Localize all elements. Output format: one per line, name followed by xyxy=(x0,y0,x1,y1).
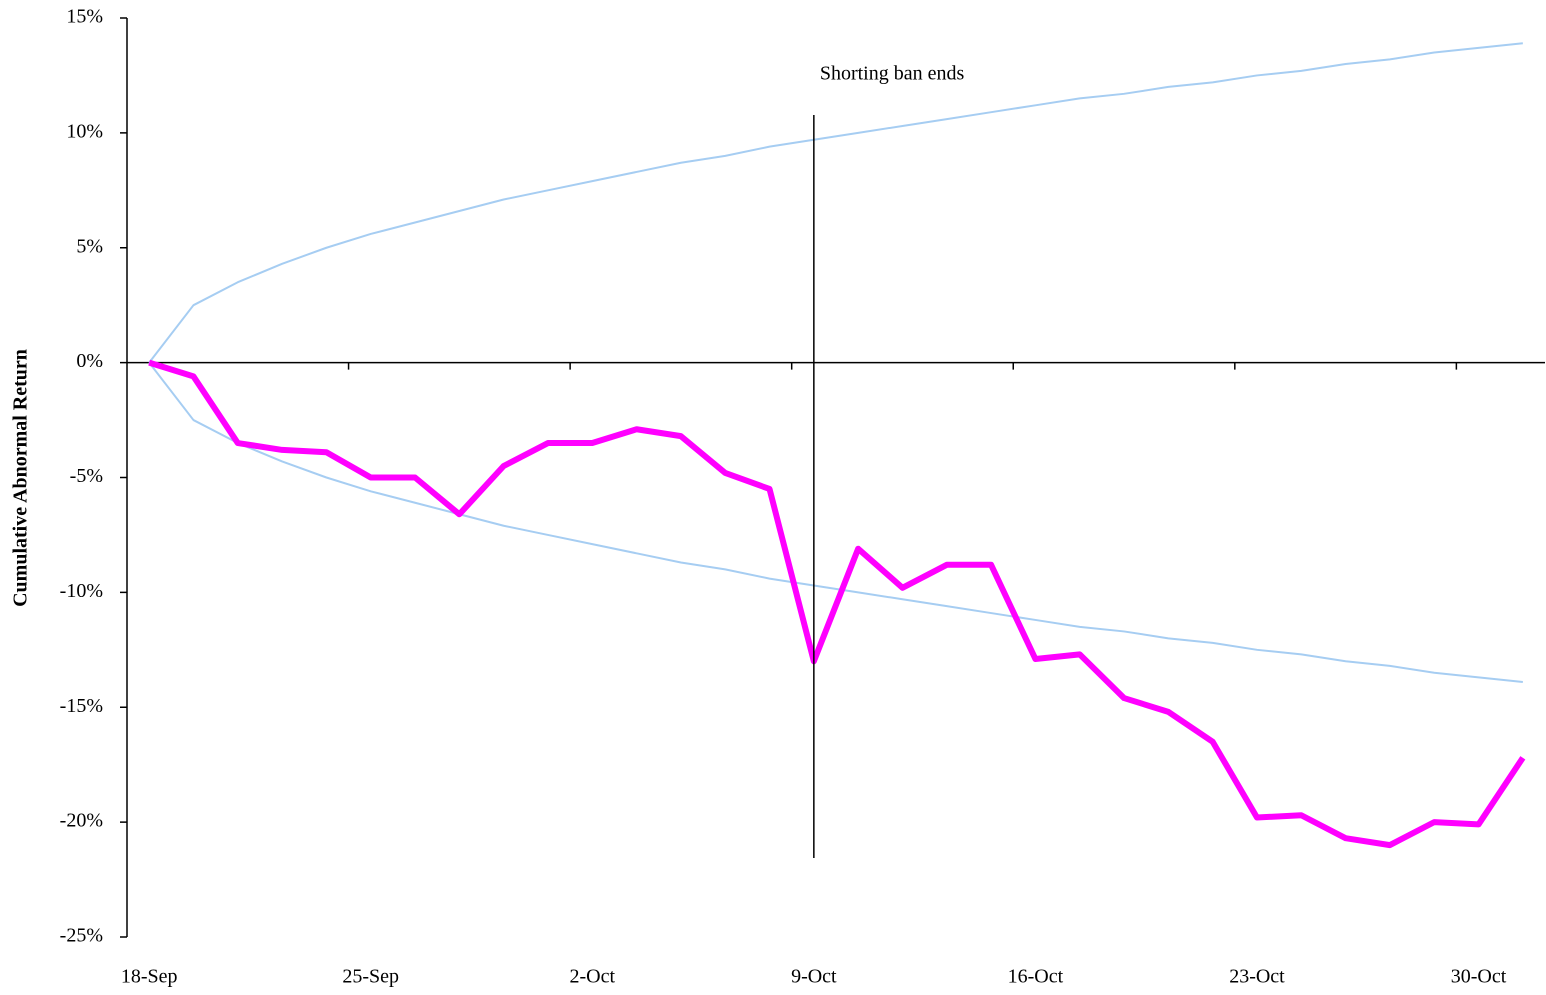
x-tick-label: 23-Oct xyxy=(1229,966,1285,988)
y-tick-label: -5% xyxy=(70,465,103,487)
x-tick-label: 25-Sep xyxy=(342,966,399,988)
x-tick-label: 30-Oct xyxy=(1451,966,1507,988)
series-line xyxy=(148,362,1523,683)
y-axis-label: Cumulative Abnormal Return xyxy=(10,349,32,607)
y-tick-label: -15% xyxy=(60,695,103,717)
y-tick-label: 0% xyxy=(76,350,103,372)
series-line xyxy=(148,42,1523,364)
y-tick-label: -10% xyxy=(60,580,103,602)
x-tick-label: 16-Oct xyxy=(1008,966,1064,988)
x-tick-label: 9-Oct xyxy=(791,966,837,988)
annotation-text: Shorting ban ends xyxy=(820,63,965,85)
y-tick-label: 15% xyxy=(66,6,103,28)
y-tick-label: -20% xyxy=(60,810,103,832)
y-tick-label: 10% xyxy=(66,120,103,142)
y-tick-label: -25% xyxy=(60,925,103,947)
y-tick-label: 5% xyxy=(76,235,103,257)
series-line xyxy=(148,359,1526,849)
x-tick-label: 18-Sep xyxy=(121,966,178,988)
x-tick-label: 2-Oct xyxy=(570,966,616,988)
